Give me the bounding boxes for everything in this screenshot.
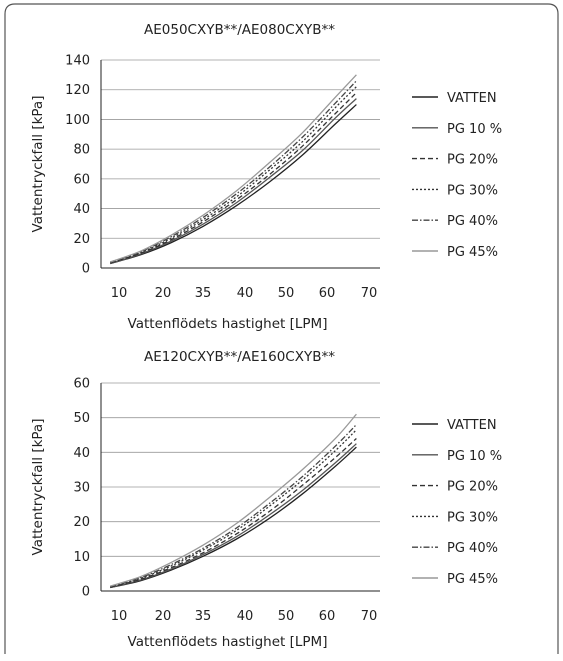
chart-1-legend-label: PG 40%	[447, 214, 498, 229]
chart-2-y-tick-label: 60	[73, 377, 90, 392]
chart-2-x-tick-label: 60	[319, 609, 336, 624]
chart-1-y-tick-label: 20	[73, 232, 90, 247]
chart-1-y-tick-label: 60	[73, 172, 90, 187]
chart-2-x-tick-label: 50	[278, 609, 295, 624]
figure-border	[4, 3, 559, 654]
chart-2-legend-label: PG 30%	[447, 510, 498, 525]
chart-2-x-tick-label: 70	[361, 609, 378, 624]
chart-2-x-tick-label: 35	[195, 609, 212, 624]
chart-2-title: AE120CXYB**/AE160CXYB**	[144, 349, 335, 365]
chart-2-x-tick-label: 40	[237, 609, 254, 624]
chart-2-series-line-4	[110, 429, 357, 588]
chart-1-x-axis-label: Vattenflödets hastighet [LPM]	[128, 316, 328, 332]
chart-1-legend-label: PG 20%	[447, 153, 498, 168]
chart-2-series-line-5	[110, 424, 357, 588]
chart-1-y-tick-label: 140	[65, 54, 90, 69]
chart-2-series-line-6	[110, 413, 357, 587]
chart-1-legend-label: PG 30%	[447, 183, 498, 198]
chart-2-x-axis-label: Vattenflödets hastighet [LPM]	[128, 634, 328, 650]
chart-2-series-line-2	[110, 443, 357, 589]
chart-2-x-tick-label: 10	[111, 609, 128, 624]
chart-1-x-tick-label: 70	[361, 286, 378, 301]
chart-1-series-line-5	[109, 80, 357, 263]
chart-2-legend-label: PG 20%	[447, 480, 498, 495]
chart-2-x-tick-label: 20	[155, 609, 172, 624]
chart-1-legend-label: PG 10 %	[447, 122, 502, 137]
chart-1-series-line-1	[110, 104, 357, 265]
chart-1-x-tick-label: 10	[111, 286, 128, 301]
chart-2-legend-label: PG 45%	[447, 572, 498, 587]
chart-2-y-tick-label: 10	[73, 550, 90, 565]
chart-1-x-tick-label: 50	[278, 286, 295, 301]
chart-1-title: AE050CXYB**/AE080CXYB**	[144, 22, 335, 38]
chart-1-x-tick-label: 35	[195, 286, 212, 301]
chart-2-series-line-1	[110, 446, 357, 589]
chart-2-y-tick-label: 40	[73, 446, 90, 461]
chart-2-y-tick-label: 50	[73, 411, 90, 426]
chart-1-y-tick-label: 80	[73, 143, 90, 158]
chart-2-legend-label: VATTEN	[447, 418, 497, 433]
chart-1-x-tick-label: 60	[319, 286, 336, 301]
chart-2-y-axis-label: Vattentryckfall [kPa]	[30, 419, 46, 556]
chart-1-y-tick-label: 0	[82, 262, 90, 277]
chart-2-series-line-3	[110, 437, 357, 588]
chart-1-series-line-3	[110, 92, 357, 264]
chart-1-series-line-4	[109, 86, 357, 264]
chart-1-y-tick-label: 120	[65, 83, 90, 98]
chart-1-series-line-6	[109, 74, 357, 263]
chart-1-legend-label: PG 45%	[447, 245, 498, 260]
chart-2-legend-label: PG 10 %	[447, 449, 502, 464]
chart-1-y-tick-label: 40	[73, 202, 90, 217]
chart-1-y-tick-label: 100	[65, 113, 90, 128]
chart-1-x-tick-label: 40	[237, 286, 254, 301]
chart-2-legend-label: PG 40%	[447, 541, 498, 556]
chart-2-y-tick-label: 30	[73, 481, 90, 496]
chart-1-legend-label: VATTEN	[447, 91, 497, 106]
chart-1-series-line-2	[110, 98, 357, 265]
chart-1-y-axis-label: Vattentryckfall [kPa]	[30, 96, 46, 233]
chart-1-x-tick-label: 20	[155, 286, 172, 301]
chart-2-y-tick-label: 0	[82, 585, 90, 600]
chart-2-y-tick-label: 20	[73, 515, 90, 530]
